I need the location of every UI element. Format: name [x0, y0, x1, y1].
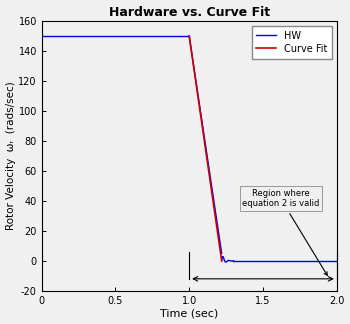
Curve Fit [195, 87, 199, 90]
HW [187, 34, 191, 38]
Curve Fit [193, 77, 197, 81]
X-axis label: Time (sec): Time (sec) [160, 308, 218, 318]
HW [40, 34, 44, 38]
Title: Hardware vs. Curve Fit: Hardware vs. Curve Fit [108, 6, 270, 18]
HW [127, 34, 132, 38]
Line: Curve Fit: Curve Fit [189, 36, 222, 261]
HW [40, 34, 44, 38]
Curve Fit [219, 259, 224, 263]
Text: Region where
equation 2 is valid: Region where equation 2 is valid [242, 189, 327, 275]
HW [127, 34, 131, 38]
Curve Fit [217, 241, 221, 245]
Curve Fit [204, 150, 208, 154]
Curve Fit [206, 168, 211, 172]
Curve Fit [187, 34, 191, 38]
Y-axis label: Rotor Velocity  ωᵣ  (rads/sec): Rotor Velocity ωᵣ (rads/sec) [6, 82, 15, 230]
HW [130, 34, 134, 38]
HW [173, 34, 177, 38]
Legend: HW, Curve Fit: HW, Curve Fit [252, 26, 332, 59]
HW [164, 34, 168, 38]
Curve Fit [218, 248, 222, 251]
